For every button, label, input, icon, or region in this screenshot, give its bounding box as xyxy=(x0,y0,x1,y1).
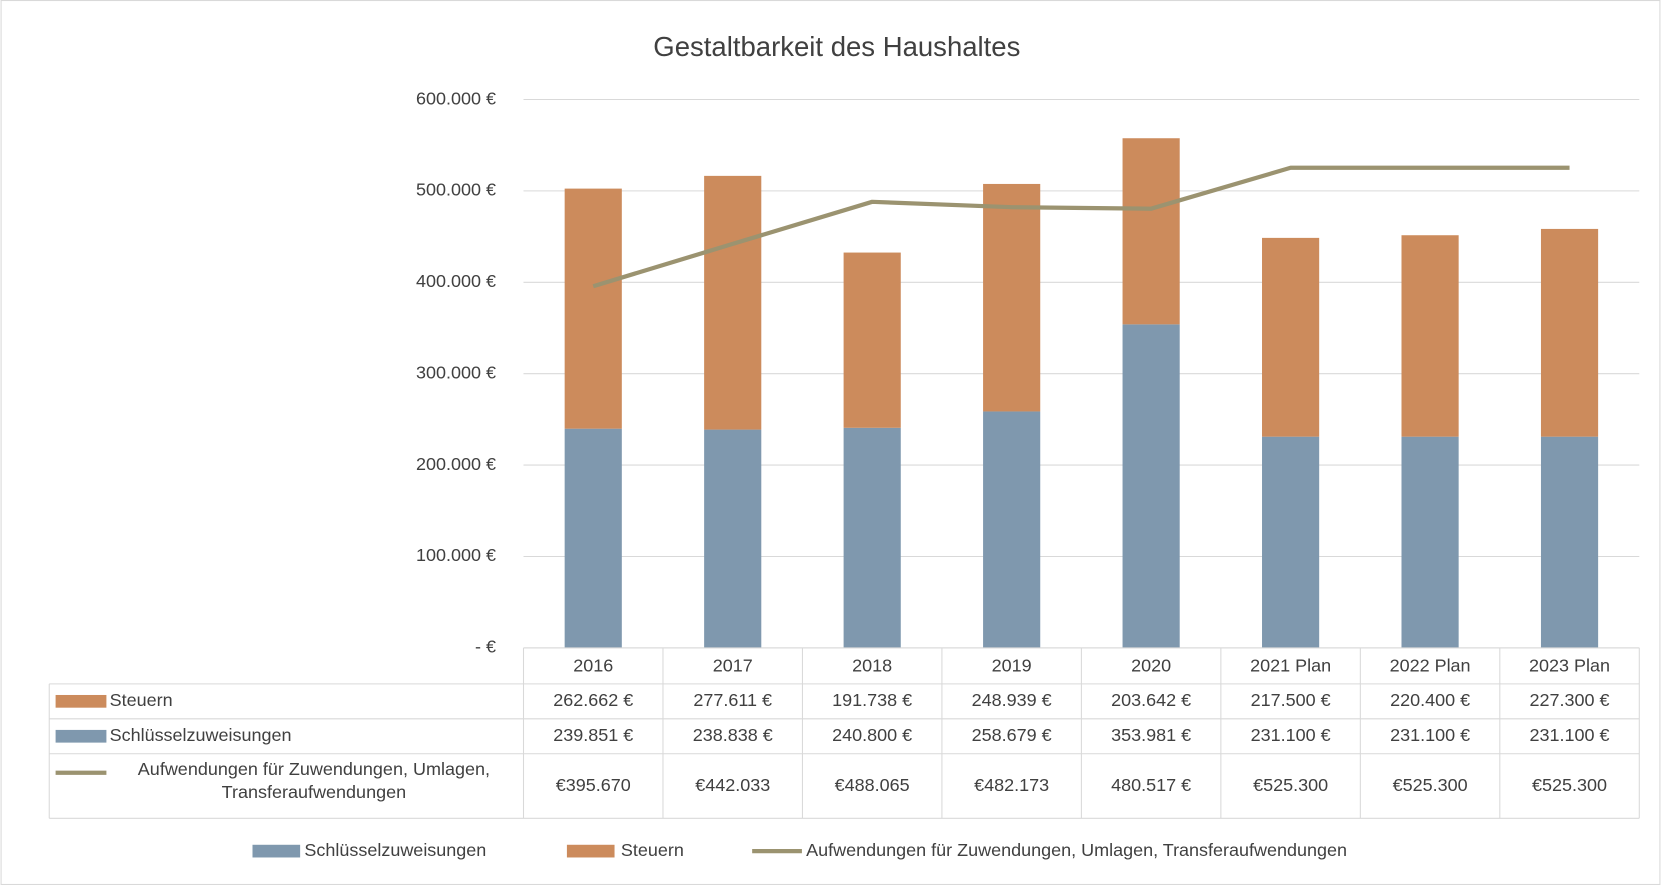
table-cell: 231.100 € xyxy=(1390,725,1470,745)
x-tick-label: 2019 xyxy=(992,656,1032,676)
x-tick-label: 2016 xyxy=(573,656,613,676)
bar-segment xyxy=(704,429,762,648)
bar-segment xyxy=(564,188,622,429)
bar-segment xyxy=(1262,237,1320,437)
table-cell: 220.400 € xyxy=(1390,690,1470,710)
bar-segment xyxy=(1262,436,1320,648)
y-tick-label: 500.000 € xyxy=(416,180,496,200)
bar-segment xyxy=(1401,436,1459,648)
bar-segment xyxy=(1122,138,1180,325)
y-tick-label: 600.000 € xyxy=(416,88,496,108)
x-tick-label: 2018 xyxy=(852,656,892,676)
x-tick-label: 2021 Plan xyxy=(1250,656,1331,676)
table-cell: €525.300 xyxy=(1393,775,1468,795)
table-row-label-box: Aufwendungen für Zuwendungen, Umlagen, T… xyxy=(137,759,490,803)
table-row-label: Aufwendungen für Zuwendungen, Umlagen, T… xyxy=(137,759,490,803)
legend-label: Steuern xyxy=(621,840,684,860)
table-cell: 353.981 € xyxy=(1111,725,1191,745)
table-cell: 191.738 € xyxy=(832,690,912,710)
bar-segment xyxy=(983,183,1041,412)
bar-segment xyxy=(983,411,1041,648)
table-cell: €442.033 xyxy=(695,775,770,795)
legend-key xyxy=(252,844,301,858)
table-cell: €525.300 xyxy=(1253,775,1328,795)
bar-segment xyxy=(843,252,901,428)
table-cell: €488.065 xyxy=(835,775,910,795)
table-cell: 203.642 € xyxy=(1111,690,1191,710)
legend-key xyxy=(566,844,615,858)
table-cell: €482.173 xyxy=(974,775,1049,795)
table-cell: 231.100 € xyxy=(1530,725,1610,745)
table-row-label: Schlüsselzuweisungen xyxy=(110,725,292,745)
bar-segment xyxy=(704,175,762,430)
table-cell: 277.611 € xyxy=(693,690,772,710)
table-cell: €395.670 xyxy=(556,775,631,795)
table-cell: €525.300 xyxy=(1532,775,1607,795)
table-row-label: Steuern xyxy=(110,690,173,710)
table-cell: 217.500 € xyxy=(1251,690,1331,710)
bar-segment xyxy=(564,428,622,648)
y-tick-label: - € xyxy=(475,637,496,657)
y-tick-label: 100.000 € xyxy=(416,545,496,565)
chart-title: Gestaltbarkeit des Haushaltes xyxy=(653,31,1020,62)
bar-segment xyxy=(1122,324,1180,648)
table-cell: 239.851 € xyxy=(553,725,633,745)
table-cell: 238.838 € xyxy=(693,725,773,745)
y-tick-label: 200.000 € xyxy=(416,454,496,474)
legend-label: Schlüsselzuweisungen xyxy=(304,840,486,860)
bar-segment xyxy=(1540,436,1599,648)
table-cell: 231.100 € xyxy=(1251,725,1331,745)
y-tick-label: 400.000 € xyxy=(416,271,496,291)
y-tick-label: 300.000 € xyxy=(416,362,496,382)
x-tick-label: 2023 Plan xyxy=(1529,656,1610,676)
table-legend-key xyxy=(55,729,107,743)
legend-label: Aufwendungen für Zuwendungen, Umlagen, T… xyxy=(806,840,1347,860)
x-tick-label: 2022 Plan xyxy=(1390,656,1471,676)
table-legend-key xyxy=(55,694,107,708)
bar-segment xyxy=(843,427,901,648)
x-tick-label: 2020 xyxy=(1131,656,1171,676)
table-cell: 240.800 € xyxy=(832,725,912,745)
table-cell: 258.679 € xyxy=(972,725,1052,745)
table-cell: 480.517 € xyxy=(1111,775,1191,795)
bar-segment xyxy=(1401,235,1459,437)
line-series xyxy=(592,165,1570,289)
table-cell: 248.939 € xyxy=(972,690,1052,710)
bar-segment xyxy=(1540,228,1599,437)
table-cell: 227.300 € xyxy=(1530,690,1610,710)
table-cell: 262.662 € xyxy=(553,690,633,710)
x-tick-label: 2017 xyxy=(713,656,753,676)
